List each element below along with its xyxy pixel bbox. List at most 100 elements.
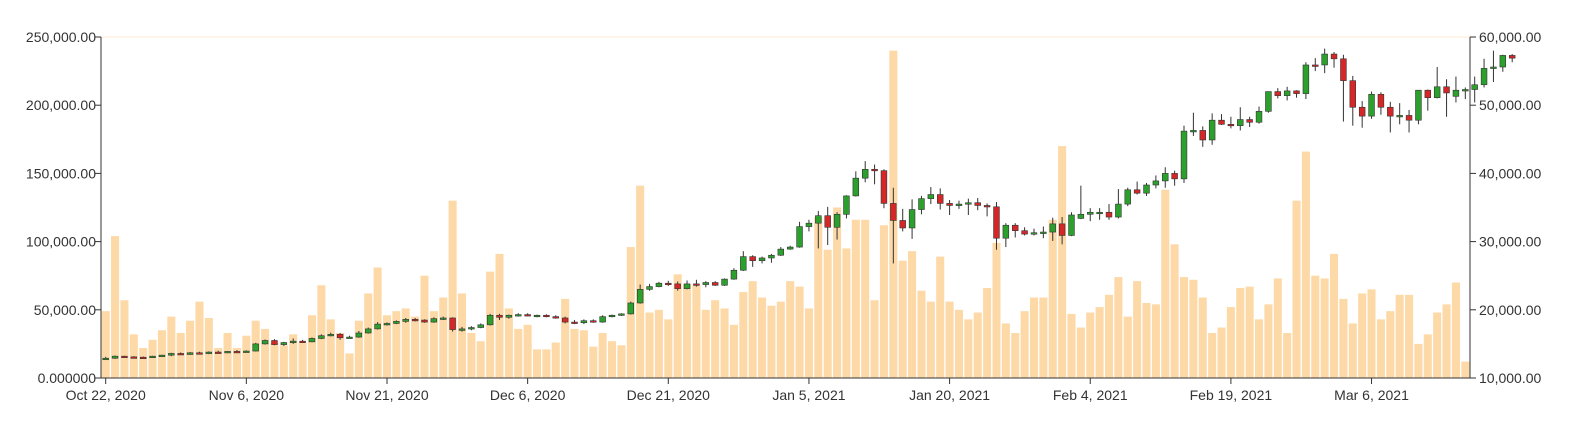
candle [430, 317, 438, 323]
candle [1358, 101, 1366, 128]
volume-bar [1254, 319, 1264, 378]
candle [505, 314, 513, 319]
candle-body-up [402, 319, 409, 322]
candle-body-up [768, 254, 775, 259]
candle-body-up [721, 278, 728, 286]
volume-bar [1442, 304, 1451, 378]
volume-bar [261, 328, 270, 378]
candle [1180, 125, 1188, 183]
volume-bar [1198, 297, 1207, 378]
candle-body-up [243, 350, 250, 353]
candle [777, 247, 785, 256]
volume-bar [523, 324, 532, 378]
bottom-axis-tick-label: Mar 6, 2021 [1334, 387, 1409, 403]
candle-body-down [421, 319, 428, 323]
candle-body-up [1499, 55, 1507, 68]
volume-bar [1423, 334, 1432, 378]
volume-bar [786, 281, 795, 378]
candle [665, 280, 672, 286]
candle [139, 356, 147, 360]
candle [852, 171, 860, 197]
candle [711, 281, 719, 286]
candle [1190, 112, 1197, 136]
candle-body-up [1152, 180, 1160, 186]
volume-bar [129, 334, 138, 378]
candle [636, 284, 644, 304]
volume-bar [1104, 294, 1114, 378]
candle-body-up [1208, 119, 1216, 141]
volume-bar [776, 301, 785, 378]
candle [1387, 101, 1394, 133]
volume-bar [1001, 323, 1010, 378]
volume-bar [711, 300, 720, 378]
left-axis-tick-label: 100,000.00 [26, 234, 96, 250]
bottom-axis-tick-label: Dec 21, 2020 [627, 387, 710, 403]
candle [1274, 88, 1281, 99]
candle [1199, 126, 1206, 147]
right-axis-tick-label: 10,000.00 [1479, 370, 1541, 386]
candle-body-down [880, 170, 888, 204]
volume-bar [1086, 312, 1095, 378]
candle-body-down [946, 203, 953, 206]
volume-bar [1395, 294, 1404, 378]
volume-bar [804, 308, 813, 378]
candle-body-up [308, 338, 316, 343]
candle [608, 314, 616, 318]
candle-body-up [1040, 231, 1047, 234]
volume-bar [1095, 307, 1104, 378]
volume-bar [1245, 286, 1254, 378]
candle [402, 317, 409, 323]
volume-bar [589, 346, 598, 378]
right-axis-tick-label: 50,000.00 [1479, 97, 1541, 113]
candle [552, 315, 559, 319]
candle [196, 351, 203, 355]
candle [1452, 76, 1460, 103]
candle-body-up [805, 222, 813, 227]
volume-bar [861, 219, 870, 378]
candle [815, 210, 822, 249]
candle [365, 327, 372, 334]
candle [243, 350, 250, 353]
candle-body-up [1302, 64, 1310, 94]
candle [965, 198, 972, 215]
candle [683, 280, 691, 290]
candle [1012, 223, 1019, 238]
volume-bar [767, 305, 776, 378]
volume-bar [636, 185, 645, 378]
candle [440, 316, 447, 321]
right-axis-tick-label: 30,000.00 [1479, 234, 1541, 250]
candle-body-up [777, 248, 785, 256]
candle [1330, 52, 1338, 68]
volume-bar [148, 339, 157, 378]
candle-body-down [233, 351, 241, 354]
candle-body-up [205, 351, 213, 354]
candle-body-up [365, 328, 372, 334]
volume-bar [1348, 323, 1357, 378]
candle [749, 255, 756, 267]
candle-body-down [1312, 64, 1319, 67]
candle-body-down [1424, 89, 1432, 98]
volume-bar [851, 219, 860, 378]
candle-body-down [139, 356, 147, 360]
bottom-axis-tick-label: Feb 4, 2021 [1053, 387, 1128, 403]
candle-body-up [730, 269, 738, 280]
candle [1424, 89, 1432, 111]
candle-body-up [374, 323, 381, 330]
volume-bar [758, 297, 767, 378]
volume-bar [111, 236, 120, 378]
candle [102, 356, 109, 361]
candle [346, 335, 353, 339]
volume-bar [1461, 361, 1470, 378]
candle [805, 219, 813, 232]
candle [1312, 58, 1319, 72]
volume-bar [551, 342, 560, 378]
candle-body-up [702, 282, 710, 285]
volume-bar [1330, 253, 1339, 378]
candle [486, 313, 494, 326]
candle [721, 278, 728, 286]
volume-bar [748, 281, 757, 378]
volume-bar [833, 207, 842, 378]
volume-bar [1161, 189, 1170, 378]
candle [224, 351, 231, 354]
